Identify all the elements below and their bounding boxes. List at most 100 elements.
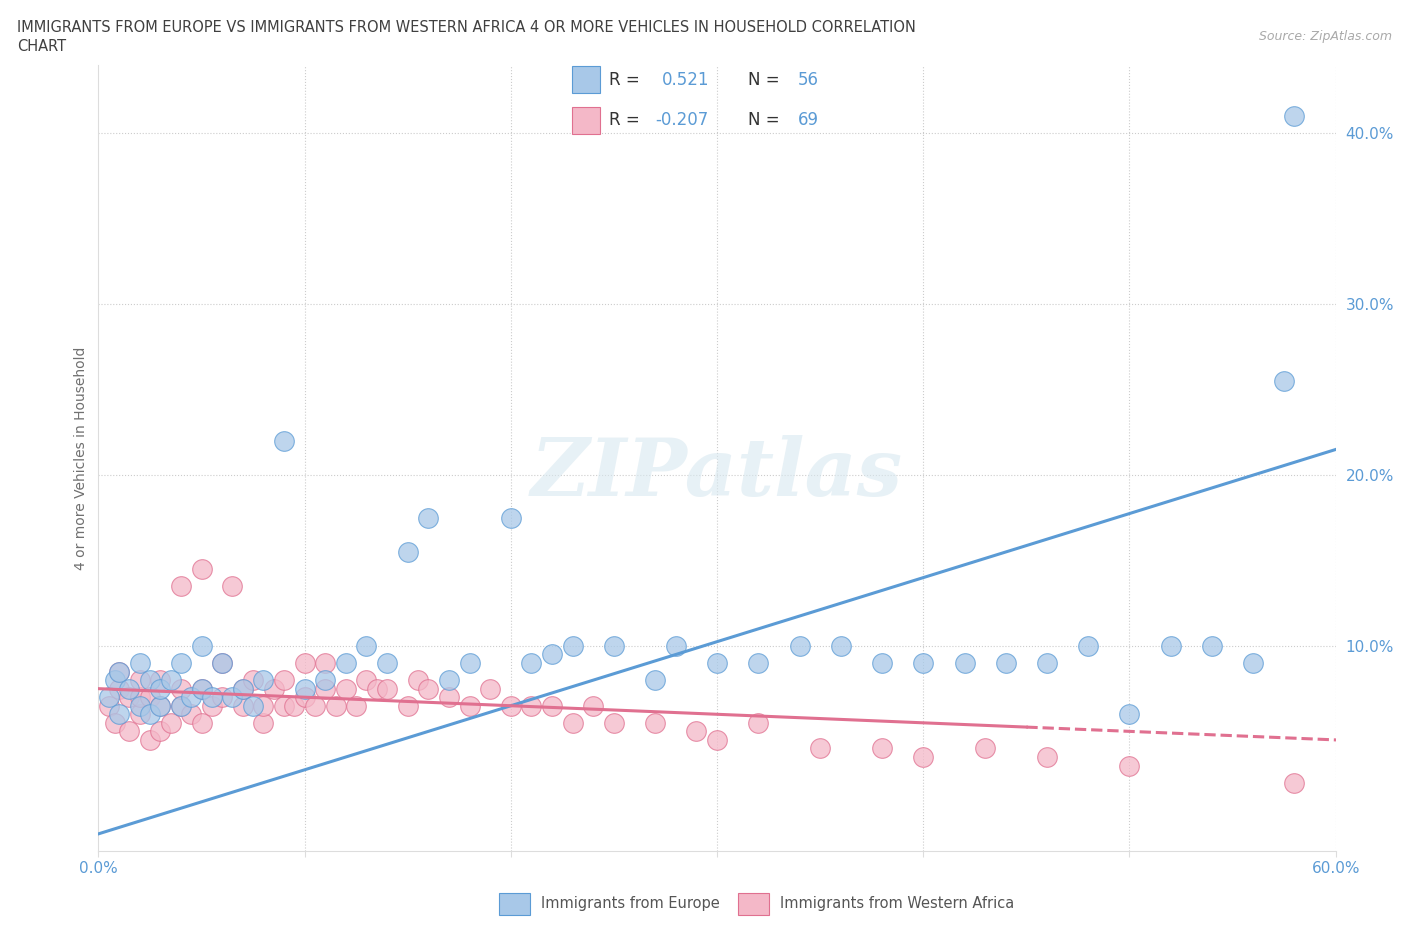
Point [170,578,193,593]
Point [1201,639,1223,654]
Point [190,681,212,696]
Point [128,690,150,705]
Text: N =: N = [748,112,779,129]
Point [1118,707,1140,722]
Point [170,656,193,671]
Point [128,672,150,687]
Point [458,656,481,671]
Point [232,681,254,696]
Point [232,681,254,696]
Point [356,672,378,687]
Point [335,656,357,671]
Point [344,698,367,713]
Point [520,656,543,671]
Point [912,750,935,764]
Point [520,698,543,713]
Point [190,562,212,577]
Point [104,715,127,730]
Point [180,707,202,722]
Point [1077,639,1099,654]
Text: N =: N = [748,71,779,88]
Point [252,672,274,687]
FancyBboxPatch shape [572,107,599,134]
Point [396,698,419,713]
Text: IMMIGRANTS FROM EUROPE VS IMMIGRANTS FROM WESTERN AFRICA 4 OR MORE VEHICLES IN H: IMMIGRANTS FROM EUROPE VS IMMIGRANTS FRO… [17,20,915,35]
Y-axis label: 4 or more Vehicles in Household: 4 or more Vehicles in Household [75,346,89,570]
Point [396,545,419,560]
Text: R =: R = [609,71,640,88]
Point [375,681,398,696]
Point [335,681,357,696]
Point [789,639,811,654]
Point [1036,656,1059,671]
Point [1118,758,1140,773]
Point [149,698,172,713]
Point [499,511,522,525]
Point [375,656,398,671]
Point [644,715,666,730]
Point [128,698,150,713]
Point [1272,374,1295,389]
Point [808,741,831,756]
Point [118,690,141,705]
Point [128,656,150,671]
Point [211,690,233,705]
Point [108,664,131,679]
Text: 56: 56 [797,71,818,88]
Point [273,672,295,687]
Point [273,433,295,448]
Point [108,707,131,722]
Point [294,690,316,705]
Point [953,656,976,671]
Point [263,681,285,696]
Point [118,724,141,738]
Point [418,511,440,525]
Point [273,698,295,713]
Point [1284,109,1306,124]
Point [211,656,233,671]
Point [1284,776,1306,790]
Point [603,639,626,654]
Point [108,664,131,679]
Point [242,698,264,713]
Point [356,639,378,654]
Point [149,698,172,713]
Point [582,698,605,713]
Point [406,672,429,687]
Point [190,681,212,696]
Point [221,578,243,593]
Text: Immigrants from Europe: Immigrants from Europe [541,897,720,911]
Point [139,707,162,722]
Point [104,672,127,687]
Point [665,639,688,654]
Point [139,733,162,748]
Text: Immigrants from Western Africa: Immigrants from Western Africa [780,897,1015,911]
Point [314,672,336,687]
Point [118,681,141,696]
Point [994,656,1017,671]
Point [221,690,243,705]
Point [139,690,162,705]
Point [458,698,481,713]
Point [418,681,440,696]
Text: 0.521: 0.521 [661,71,709,88]
Point [190,715,212,730]
Point [211,656,233,671]
Point [314,656,336,671]
Point [304,698,326,713]
Point [201,690,224,705]
Point [1036,750,1059,764]
Point [479,681,502,696]
Point [499,698,522,713]
Point [252,698,274,713]
Point [252,715,274,730]
Point [139,672,162,687]
Point [541,698,564,713]
Text: -0.207: -0.207 [655,112,709,129]
Text: 69: 69 [797,112,818,129]
Point [1160,639,1182,654]
Point [603,715,626,730]
Point [561,639,583,654]
Point [366,681,388,696]
Point [747,715,769,730]
